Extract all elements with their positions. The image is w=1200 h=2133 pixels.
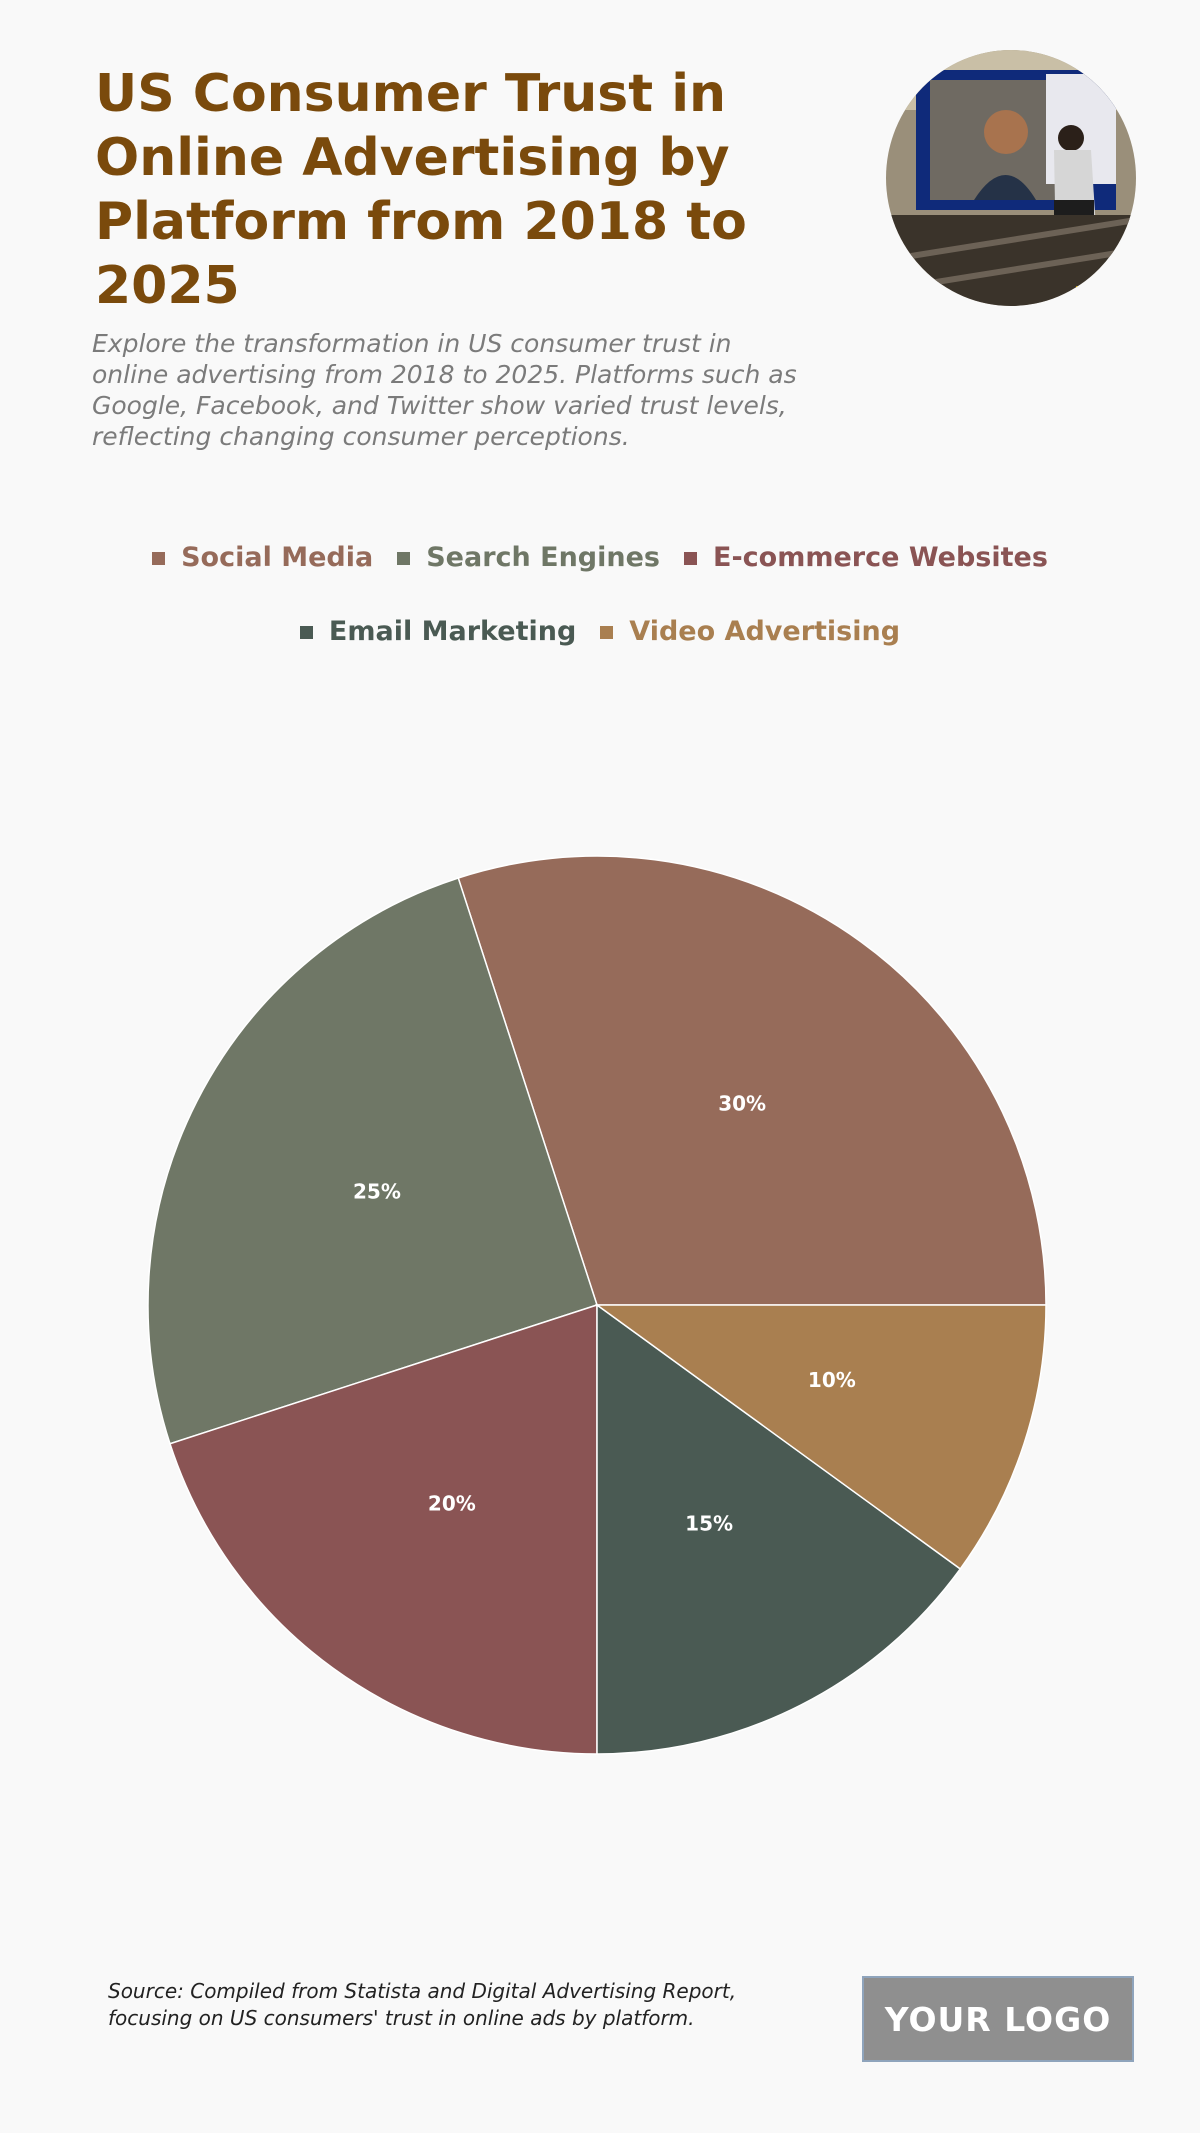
legend-label-email-marketing: Email Marketing — [328, 616, 577, 647]
legend-swatch-video-advertising — [600, 625, 614, 639]
source-note: Source: Compiled from Statista and Digit… — [108, 1979, 737, 2030]
legend: Social Media Search Engines E-commerce W… — [60, 540, 1140, 576]
pie-slice-email-marketing — [596, 1303, 962, 1755]
slice-label-email-marketing: 15% — [685, 1512, 733, 1536]
chart-title: US Consumer Trust in Online Advertising … — [95, 64, 747, 316]
legend-swatch-ecommerce-websites — [684, 551, 697, 565]
legend-label-social-media: Social Media — [181, 542, 374, 573]
logo-text: YOUR LOGO — [884, 1999, 1112, 2039]
slice-label-search-engines: 25% — [353, 1179, 401, 1203]
chart-subtitle: Explore the transformation in US consume… — [92, 329, 797, 451]
slice-label-e-commerce-websites: 20% — [428, 1491, 476, 1515]
slice-label-social-media: 30% — [718, 1092, 766, 1116]
slice-label-video-advertising: 10% — [808, 1368, 856, 1392]
legend-swatch-email-marketing — [299, 625, 313, 639]
legend-item-video-advertising: Video Advertising — [600, 614, 900, 650]
legend-item-ecommerce-websites: E-commerce Websites — [684, 540, 1048, 576]
legend-item-email-marketing: Email Marketing — [299, 614, 577, 650]
legend-swatch-social-media — [152, 551, 166, 565]
legend-label-ecommerce-websites: E-commerce Websites — [713, 542, 1048, 573]
legend-item-social-media: Social Media — [152, 540, 373, 576]
legend-label-video-advertising: Video Advertising — [629, 616, 901, 647]
pie-slice-e-commerce-websites — [169, 1303, 598, 1755]
pie-slice-social-media — [457, 855, 1047, 1306]
logo-placeholder: YOUR LOGO — [862, 1976, 1134, 2062]
pie-slice-search-engines — [147, 877, 598, 1445]
legend-label-search-engines: Search Engines — [426, 542, 660, 573]
legend-item-search-engines: Search Engines — [397, 540, 660, 576]
legend-swatch-search-engines — [397, 551, 411, 565]
legend-row-2: Email Marketing Video Advertising — [60, 614, 1140, 650]
pie-slice-video-advertising — [594, 1304, 1047, 1570]
